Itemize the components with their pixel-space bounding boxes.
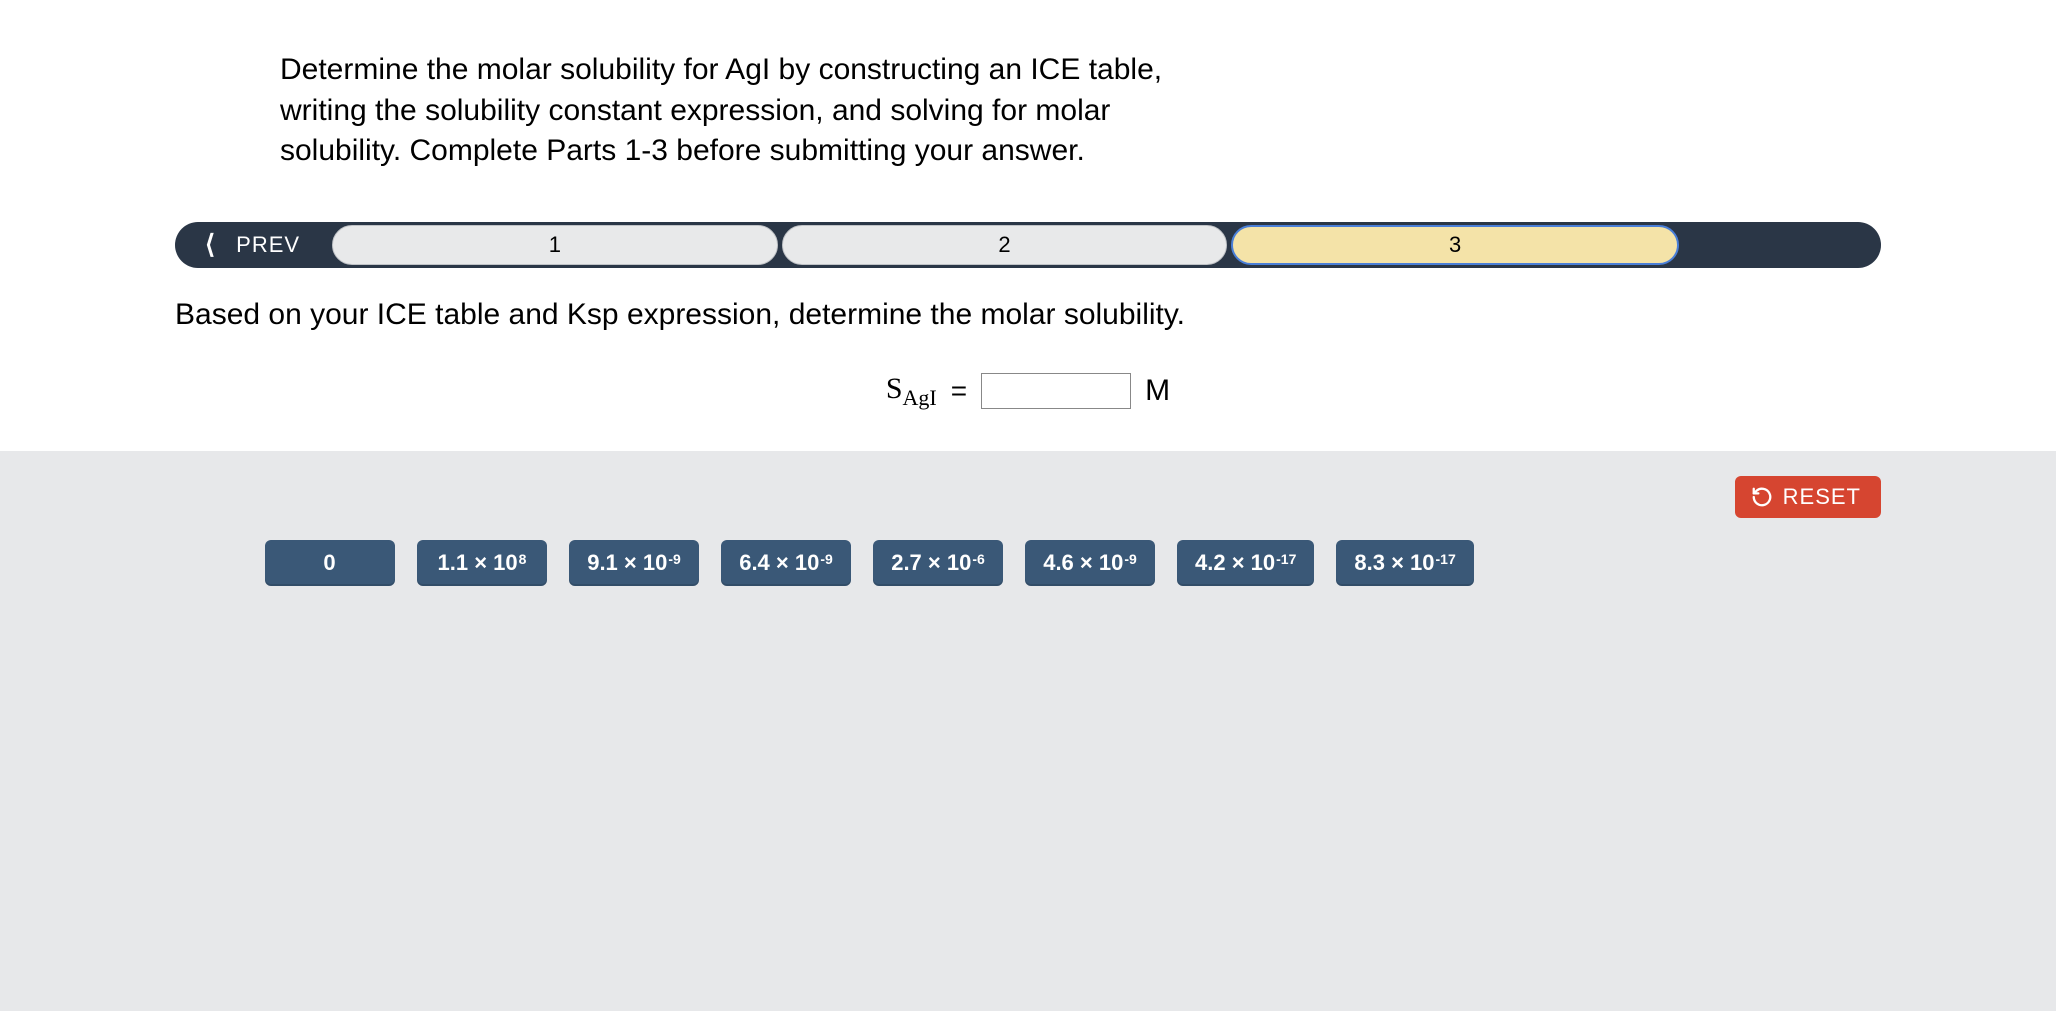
symbol-sub: AgI	[903, 385, 937, 410]
reset-button[interactable]: RESET	[1735, 476, 1881, 518]
option-exp: -17	[1276, 551, 1296, 567]
option-base: 2.7 × 10	[891, 550, 971, 576]
option-exp: -9	[668, 551, 680, 567]
reset-label: RESET	[1783, 484, 1861, 510]
option-5[interactable]: 4.6 × 10-9	[1025, 540, 1155, 586]
equation-row: SAgI = M	[0, 362, 2056, 451]
option-6[interactable]: 4.2 × 10-17	[1177, 540, 1314, 586]
nav-tabs: 1 2 3	[330, 222, 1881, 268]
option-base: 1.1 × 10	[438, 550, 518, 576]
option-3[interactable]: 6.4 × 10-9	[721, 540, 851, 586]
option-4[interactable]: 2.7 × 10-6	[873, 540, 1003, 586]
equals-sign: =	[951, 375, 967, 407]
symbol-main: S	[886, 372, 903, 405]
option-exp: -9	[1124, 551, 1136, 567]
tab-part-3[interactable]: 3	[1231, 225, 1679, 265]
option-7[interactable]: 8.3 × 10-17	[1336, 540, 1473, 586]
prev-button[interactable]: ⟨ PREV	[175, 229, 330, 260]
option-0[interactable]: 0	[265, 540, 395, 586]
sub-question-text: Based on your ICE table and Ksp expressi…	[0, 288, 2056, 362]
part-nav: ⟨ PREV 1 2 3	[175, 222, 1881, 268]
answer-dropzone[interactable]	[981, 373, 1131, 409]
solubility-symbol: SAgI	[886, 372, 937, 411]
answer-bank: RESET 0 1.1 × 108 9.1 × 10-9 6.4 × 10-9 …	[0, 451, 2056, 1011]
option-base: 0	[323, 550, 335, 576]
option-base: 4.2 × 10	[1195, 550, 1275, 576]
question-text: Determine the molar solubility for AgI b…	[0, 0, 1500, 202]
option-base: 9.1 × 10	[587, 550, 667, 576]
prev-label: PREV	[236, 232, 300, 258]
chevron-left-icon: ⟨	[205, 229, 216, 260]
option-base: 6.4 × 10	[739, 550, 819, 576]
tab-part-2[interactable]: 2	[782, 225, 1228, 265]
undo-icon	[1751, 486, 1773, 508]
option-exp: -9	[820, 551, 832, 567]
option-exp: -6	[972, 551, 984, 567]
option-exp: -17	[1436, 551, 1456, 567]
tab-part-1[interactable]: 1	[332, 225, 778, 265]
options-row: 0 1.1 × 108 9.1 × 10-9 6.4 × 10-9 2.7 × …	[175, 540, 1881, 586]
option-base: 8.3 × 10	[1354, 550, 1434, 576]
option-exp: 8	[519, 551, 527, 567]
unit-label: M	[1145, 374, 1170, 408]
option-2[interactable]: 9.1 × 10-9	[569, 540, 699, 586]
option-base: 4.6 × 10	[1043, 550, 1123, 576]
option-1[interactable]: 1.1 × 108	[417, 540, 547, 586]
